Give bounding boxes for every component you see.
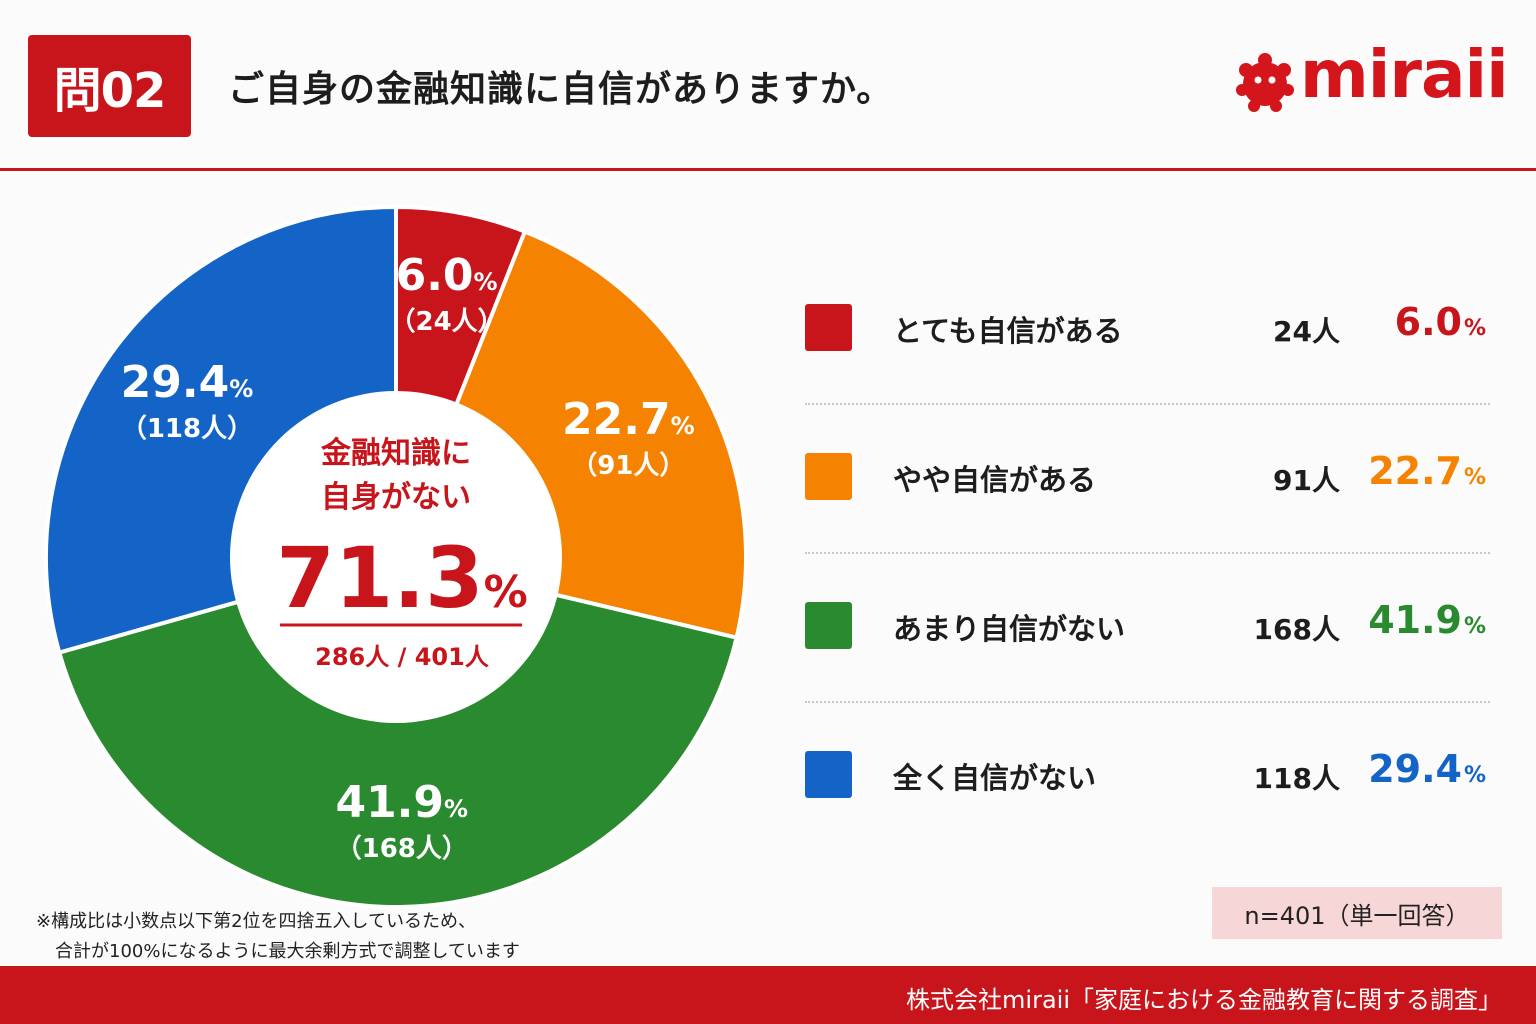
legend-percent: 6.0% xyxy=(1394,300,1486,344)
donut-chart: 6.0% （24人） 22.7% （91人） 41.9% （168人） 29.4% （118人… xyxy=(44,204,748,909)
footnote: ※構成比は小数点以下第2位を四捨五入しているため、 合計が100%になるように最… xyxy=(36,907,520,967)
legend-count: 168人 xyxy=(1253,613,1340,646)
legend-row-not-confident-at-all: 全く自信がない 118人 29.4% xyxy=(805,703,1490,850)
page-title: ご自身の金融知識に自信がありますか。 xyxy=(228,69,894,110)
legend-label: あまり自信がない xyxy=(893,612,1126,646)
legend-row-somewhat-confident: やや自信がある 91人 22.7% xyxy=(805,405,1490,554)
center-label-line2: 自身がない xyxy=(321,480,471,515)
legend-count: 24人 xyxy=(1273,315,1340,348)
legend-swatch xyxy=(805,602,852,649)
center-subtext: 286人 / 401人 xyxy=(315,643,489,671)
sample-size-badge: n=401（単一回答） xyxy=(1212,887,1502,939)
legend-swatch xyxy=(805,751,852,798)
legend-percent: 41.9% xyxy=(1368,598,1486,642)
slice-not-confident-at-all-count-label: （118人） xyxy=(121,414,253,444)
legend-row-not-very-confident: あまり自信がない 168人 41.9% xyxy=(805,554,1490,703)
legend: とても自信がある 24人 6.0% やや自信がある 91人 22.7% あまり自… xyxy=(805,256,1490,850)
center-value: 71.3% xyxy=(276,529,527,627)
slice-not-very-confident-percent-label: 41.9% xyxy=(335,777,468,828)
legend-row-very-confident: とても自信がある 24人 6.0% xyxy=(805,256,1490,405)
header-divider xyxy=(0,168,1536,171)
legend-swatch xyxy=(805,453,852,500)
slice-not-very-confident xyxy=(56,554,739,909)
legend-label: とても自信がある xyxy=(893,314,1123,348)
brand-logo: miraii xyxy=(1232,38,1512,118)
footnote-line2: 合計が100%になるように最大余剰方式で調整しています xyxy=(55,941,520,962)
mascot-icon xyxy=(1236,53,1294,112)
legend-swatch xyxy=(805,304,852,351)
legend-count: 118人 xyxy=(1253,762,1340,795)
legend-percent: 29.4% xyxy=(1368,747,1486,791)
legend-label: 全く自信がない xyxy=(893,761,1097,795)
footer-bar: 株式会社miraii「家庭における金融教育に関する調査」 xyxy=(0,966,1536,1024)
footer-source: 株式会社miraii「家庭における金融教育に関する調査」 xyxy=(906,986,1502,1014)
slice-not-very-confident-count-label: （168人） xyxy=(336,834,468,864)
legend-count: 91人 xyxy=(1273,464,1340,497)
question-number-badge: 問02 xyxy=(28,35,191,137)
legend-label: やや自信がある xyxy=(893,463,1097,497)
slice-not-confident-at-all-percent-label: 29.4% xyxy=(121,357,254,408)
footnote-line1: ※構成比は小数点以下第2位を四捨五入しているため、 xyxy=(36,911,476,932)
slice-very-confident-percent-label: 6.0% xyxy=(396,250,498,301)
slice-somewhat-confident-count-label: （91人） xyxy=(571,451,685,481)
center-label-line1: 金融知識に xyxy=(320,436,471,471)
legend-percent: 22.7% xyxy=(1368,449,1486,493)
slice-somewhat-confident-percent-label: 22.7% xyxy=(562,394,695,445)
center-disc xyxy=(230,391,562,723)
slice-very-confident-count-label: （24人） xyxy=(389,307,503,337)
logo-wordmark: miraii xyxy=(1300,36,1509,113)
